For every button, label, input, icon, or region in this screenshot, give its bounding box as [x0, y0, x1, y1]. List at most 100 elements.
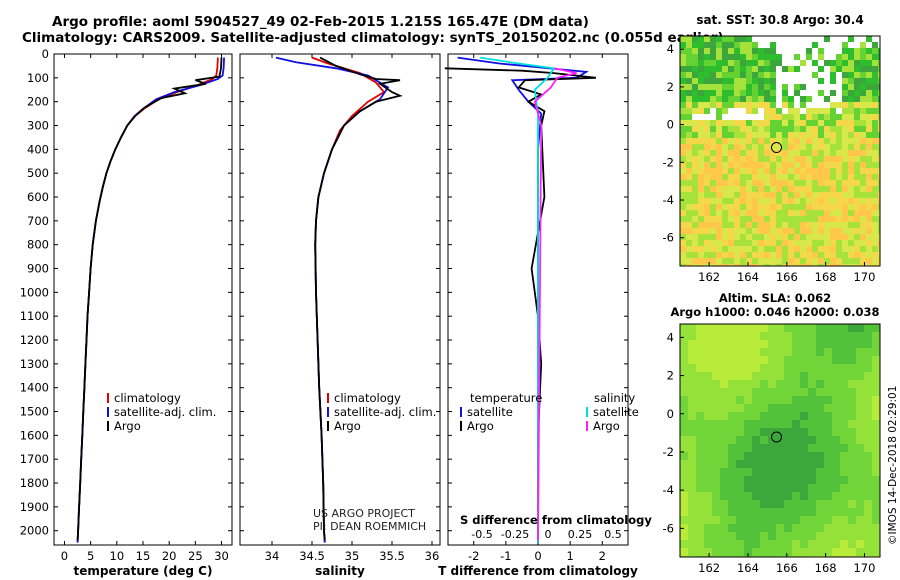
x-tick-label: 20: [162, 549, 177, 563]
map-cell: [842, 246, 848, 252]
map-cell: [728, 258, 734, 264]
map-cell: [686, 198, 692, 204]
map-cell: [746, 228, 752, 234]
map-cell: [824, 404, 832, 412]
map-cell: [704, 36, 710, 42]
map-cell: [680, 120, 686, 126]
map-cell: [680, 108, 686, 114]
map-cell: [866, 180, 872, 186]
map-cell: [696, 532, 704, 540]
map-cell: [728, 508, 736, 516]
map-cell: [692, 72, 698, 78]
map-cell: [776, 500, 784, 508]
map-cell: [848, 234, 854, 240]
map-cell: [784, 548, 792, 556]
map-cell: [872, 372, 880, 380]
map-cell: [712, 412, 720, 420]
map-cell: [770, 60, 776, 66]
map-cell: [686, 156, 692, 162]
map-cell: [740, 132, 746, 138]
map-cell: [758, 240, 764, 246]
map-cell: [764, 156, 770, 162]
map-cell: [866, 264, 872, 266]
map-cell: [824, 484, 832, 492]
map-cell: [720, 396, 728, 404]
map-cell: [722, 174, 728, 180]
map-cell: [832, 348, 840, 356]
map-cell: [704, 428, 712, 436]
map-cell: [794, 198, 800, 204]
map-cell: [848, 348, 856, 356]
map-cell: [808, 364, 816, 372]
map-cell: [872, 340, 880, 348]
map-cell: [710, 192, 716, 198]
map-cell: [704, 156, 710, 162]
map-cell: [848, 508, 856, 516]
map-cell: [776, 516, 784, 524]
map-cell: [818, 234, 824, 240]
map-cell: [758, 216, 764, 222]
map-cell: [842, 156, 848, 162]
map-cell: [784, 348, 792, 356]
map-cell: [816, 404, 824, 412]
y-tick-label: 2000: [20, 524, 49, 538]
map-cell: [812, 210, 818, 216]
map-cell: [740, 240, 746, 246]
map-cell: [792, 388, 800, 396]
map-cell: [686, 228, 692, 234]
map-cell: [710, 54, 716, 60]
map-cell: [788, 168, 794, 174]
map-cell: [832, 516, 840, 524]
map-cell: [842, 42, 848, 48]
map-cell: [806, 258, 812, 264]
map-cell: [716, 216, 722, 222]
map-cell: [832, 468, 840, 476]
map-cell: [878, 180, 880, 186]
map-cell: [848, 428, 856, 436]
map-cell: [720, 460, 728, 468]
map-cell: [736, 524, 744, 532]
map-cell: [818, 66, 824, 72]
map-cell: [800, 246, 806, 252]
map-cell: [752, 126, 758, 132]
series-line-argo: [314, 56, 403, 541]
map-cell: [824, 548, 832, 556]
map-cell: [848, 186, 854, 192]
map-cell: [878, 126, 880, 132]
map-cell: [848, 540, 856, 548]
map-cell: [840, 436, 848, 444]
map-cell: [698, 72, 704, 78]
map-cell: [704, 222, 710, 228]
map-cell: [860, 246, 866, 252]
map-cell: [816, 444, 824, 452]
map-cell: [848, 324, 856, 332]
map-cell: [734, 162, 740, 168]
map-cell: [794, 156, 800, 162]
map-cell: [856, 444, 864, 452]
map-cell: [720, 508, 728, 516]
map-cell: [878, 150, 880, 156]
map-cell: [770, 192, 776, 198]
map-cell: [788, 222, 794, 228]
map-cell: [784, 492, 792, 500]
map-cell: [854, 246, 860, 252]
map-cell: [728, 246, 734, 252]
map-cell: [816, 420, 824, 428]
sla-map-border: [679, 323, 881, 558]
map-cell: [680, 412, 688, 420]
map-cell: [768, 380, 776, 388]
map-cell: [698, 120, 704, 126]
legend-label: Argo: [593, 419, 620, 433]
map-cell: [760, 428, 768, 436]
map-cell: [808, 508, 816, 516]
map-cell: [832, 428, 840, 436]
map-cell: [736, 484, 744, 492]
map-cell: [680, 144, 686, 150]
map-cell: [860, 126, 866, 132]
map-cell: [752, 150, 758, 156]
map-cell: [864, 324, 872, 332]
map-cell: [860, 216, 866, 222]
map-cell: [872, 324, 880, 332]
map-cell: [832, 364, 840, 372]
map-cell: [824, 168, 830, 174]
